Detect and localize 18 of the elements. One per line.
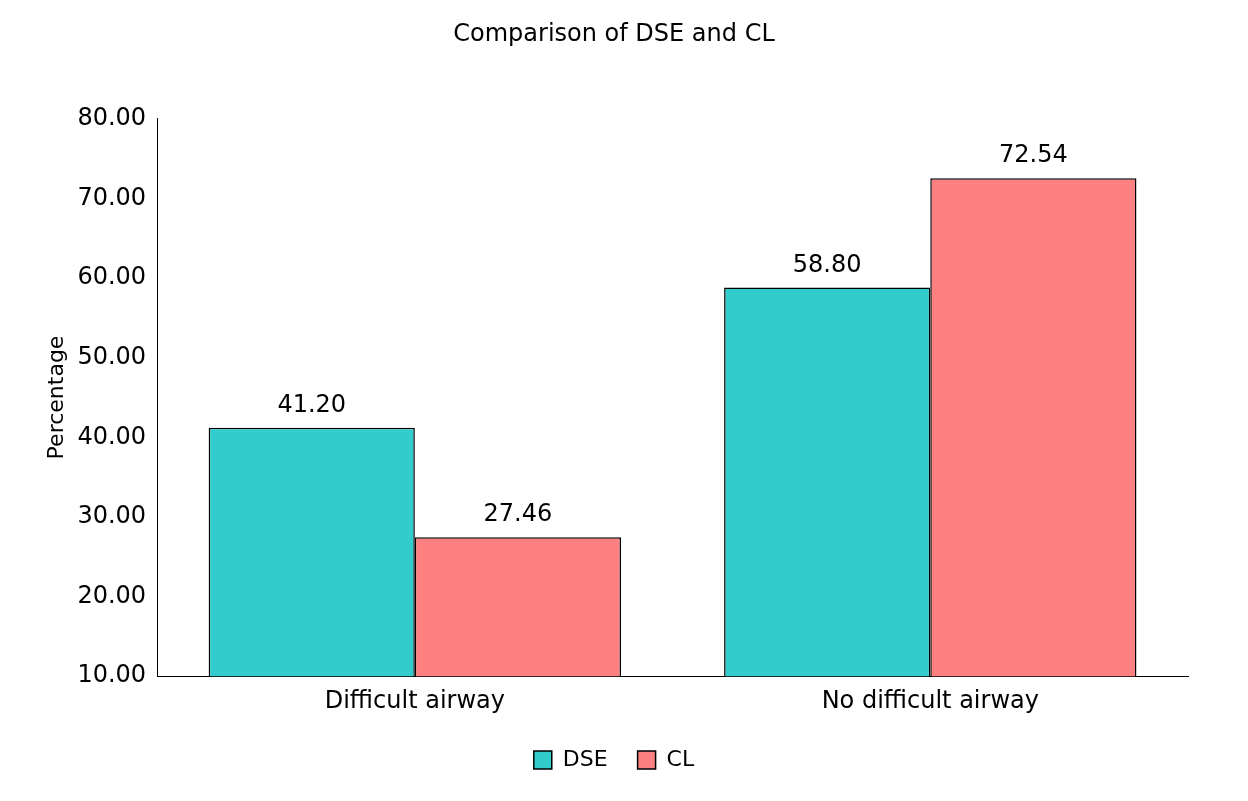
y-tick-label: 30.00 [77, 501, 147, 530]
legend-label: DSE [562, 745, 608, 771]
y-tick-label: 60.00 [77, 262, 147, 291]
data-label: 41.20 [277, 389, 347, 418]
y-tick-label: 50.00 [77, 341, 147, 370]
data-label: 27.46 [483, 499, 553, 528]
x-tick-label: No difficult airway [821, 685, 1039, 714]
x-tick-label: Difficult airway [324, 685, 505, 714]
data-label: 72.54 [999, 140, 1068, 169]
data-label: 58.80 [792, 249, 862, 278]
chart-title: Comparison of DSE and CL [453, 18, 776, 47]
y-tick-label: 10.00 [77, 660, 147, 689]
y-tick-label: 70.00 [77, 182, 147, 211]
y-tick-label: 20.00 [77, 580, 147, 609]
y-tick-label: 80.00 [77, 103, 147, 132]
legend-label: CL [666, 745, 695, 771]
y-tick-label: 40.00 [77, 421, 147, 450]
y-axis-title: Percentage [42, 335, 68, 460]
